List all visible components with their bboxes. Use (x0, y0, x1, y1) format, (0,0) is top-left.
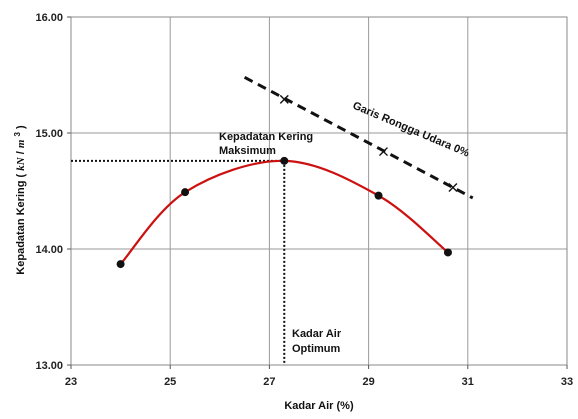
y-axis-unit-kn: kN (15, 156, 27, 171)
plot-area-border (70, 16, 568, 366)
y-axis-unit-exponent: 3 (13, 131, 22, 136)
optimum-moisture-label-line1: Kadar Air (292, 328, 342, 340)
zero-air-voids-layer (243, 75, 474, 200)
x-tick-label: 27 (263, 376, 275, 388)
y-axis-unit-open: ( (15, 173, 27, 177)
y-tick-label: 14.00 (35, 244, 63, 256)
y-axis-title: Kepadatan Kering ( kN / m 3 ) (11, 125, 27, 275)
x-axis-title: Kadar Air (%) (284, 400, 354, 412)
y-axis-title-text: Kepadatan Kering (15, 181, 27, 275)
x-tick-label: 33 (561, 376, 573, 388)
compaction-data-point (181, 188, 190, 197)
y-axis-unit-m: m (15, 139, 27, 148)
x-tick-label: 23 (65, 376, 77, 388)
y-tick-label: 13.00 (35, 360, 63, 372)
y-tick-label: 16.00 (35, 12, 63, 24)
zero-air-voids-marker (448, 183, 458, 193)
zero-air-voids-marker (378, 147, 388, 157)
zero-air-voids-marker (279, 94, 289, 104)
x-tick-label: 29 (362, 376, 374, 388)
zero-air-voids-line (243, 75, 474, 200)
compaction-data-point (374, 191, 383, 200)
max-density-label-line1: Kepadatan Kering (219, 131, 313, 143)
x-tick-label: 31 (462, 376, 474, 388)
compaction-data-point (443, 248, 452, 257)
optimum-moisture-label-line2: Optimum (292, 343, 340, 355)
y-axis-unit-close: ) (15, 125, 27, 129)
max-density-label-line2: Maksimum (219, 145, 276, 157)
x-tick-label: 25 (164, 376, 176, 388)
plot-area-background (71, 17, 567, 365)
data-points (116, 156, 452, 269)
reference-lines (71, 159, 286, 365)
y-axis-unit-slash: / (15, 151, 27, 154)
axis-ticks: 23 25 27 29 31 33 13.00 14.00 15.00 16.00 (35, 12, 573, 388)
compaction-data-point (116, 260, 125, 269)
y-tick-label: 15.00 (35, 128, 63, 140)
compaction-data-point (280, 156, 289, 165)
